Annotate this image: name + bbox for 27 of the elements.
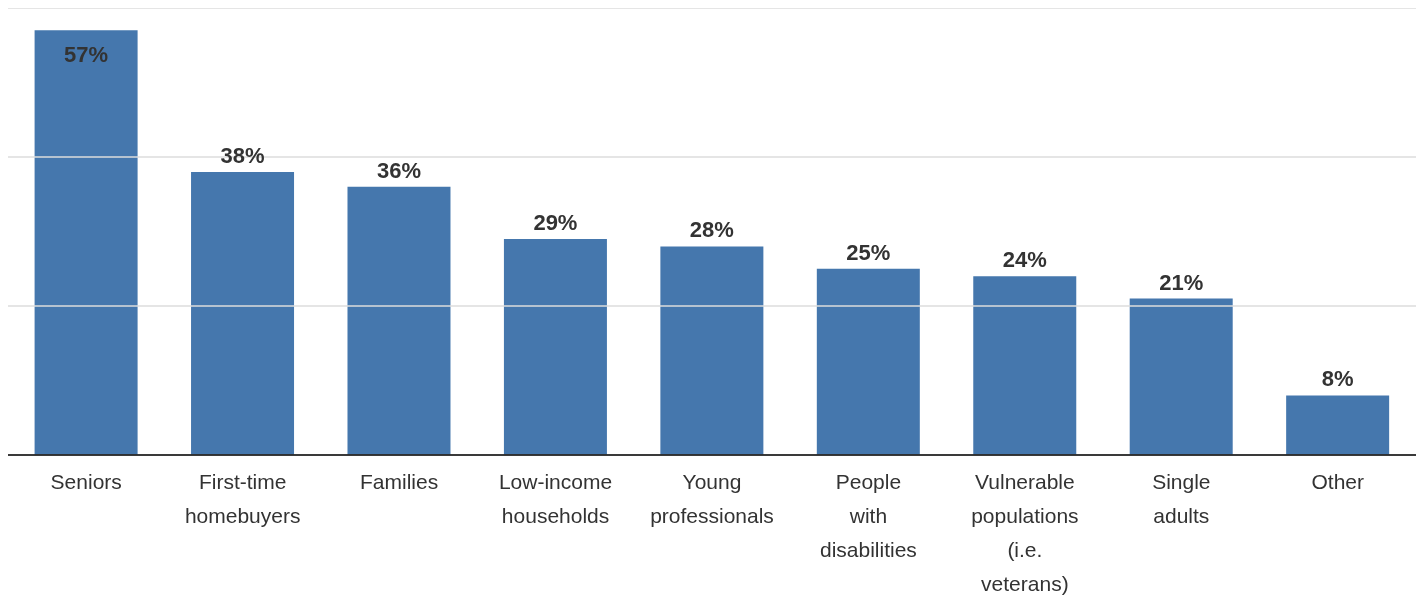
data-label: 57%	[64, 42, 109, 68]
bar	[1129, 298, 1233, 455]
data-label: 38%	[220, 142, 265, 168]
x-tick-label: Other	[1311, 470, 1365, 493]
x-tick-label: People with disabilities	[820, 470, 917, 561]
data-label: 36%	[376, 157, 422, 183]
data-label: 24%	[1002, 247, 1047, 273]
data-label: 8%	[1321, 366, 1354, 392]
bar	[503, 238, 607, 455]
bar	[660, 246, 764, 455]
data-label: 28%	[689, 217, 734, 243]
bar	[973, 276, 1077, 455]
data-label: 29%	[533, 209, 578, 235]
bar	[34, 30, 138, 455]
bar	[816, 268, 920, 455]
x-tick-label: Low-income households	[498, 470, 613, 527]
x-tick-label: First-time homebuyers	[184, 470, 301, 527]
x-tick-label: Single adults	[1152, 470, 1211, 527]
x-tick-label: Vulnerable populations (i.e. veterans)	[971, 470, 1079, 595]
x-tick-label: Young professionals	[650, 470, 774, 527]
x-tick-label: Families	[360, 470, 439, 493]
bar	[1286, 395, 1390, 455]
bar	[347, 186, 451, 455]
bar	[191, 171, 295, 455]
data-label: 25%	[846, 239, 891, 265]
x-tick-label: Seniors	[50, 470, 122, 493]
data-label: 21%	[1159, 269, 1204, 295]
